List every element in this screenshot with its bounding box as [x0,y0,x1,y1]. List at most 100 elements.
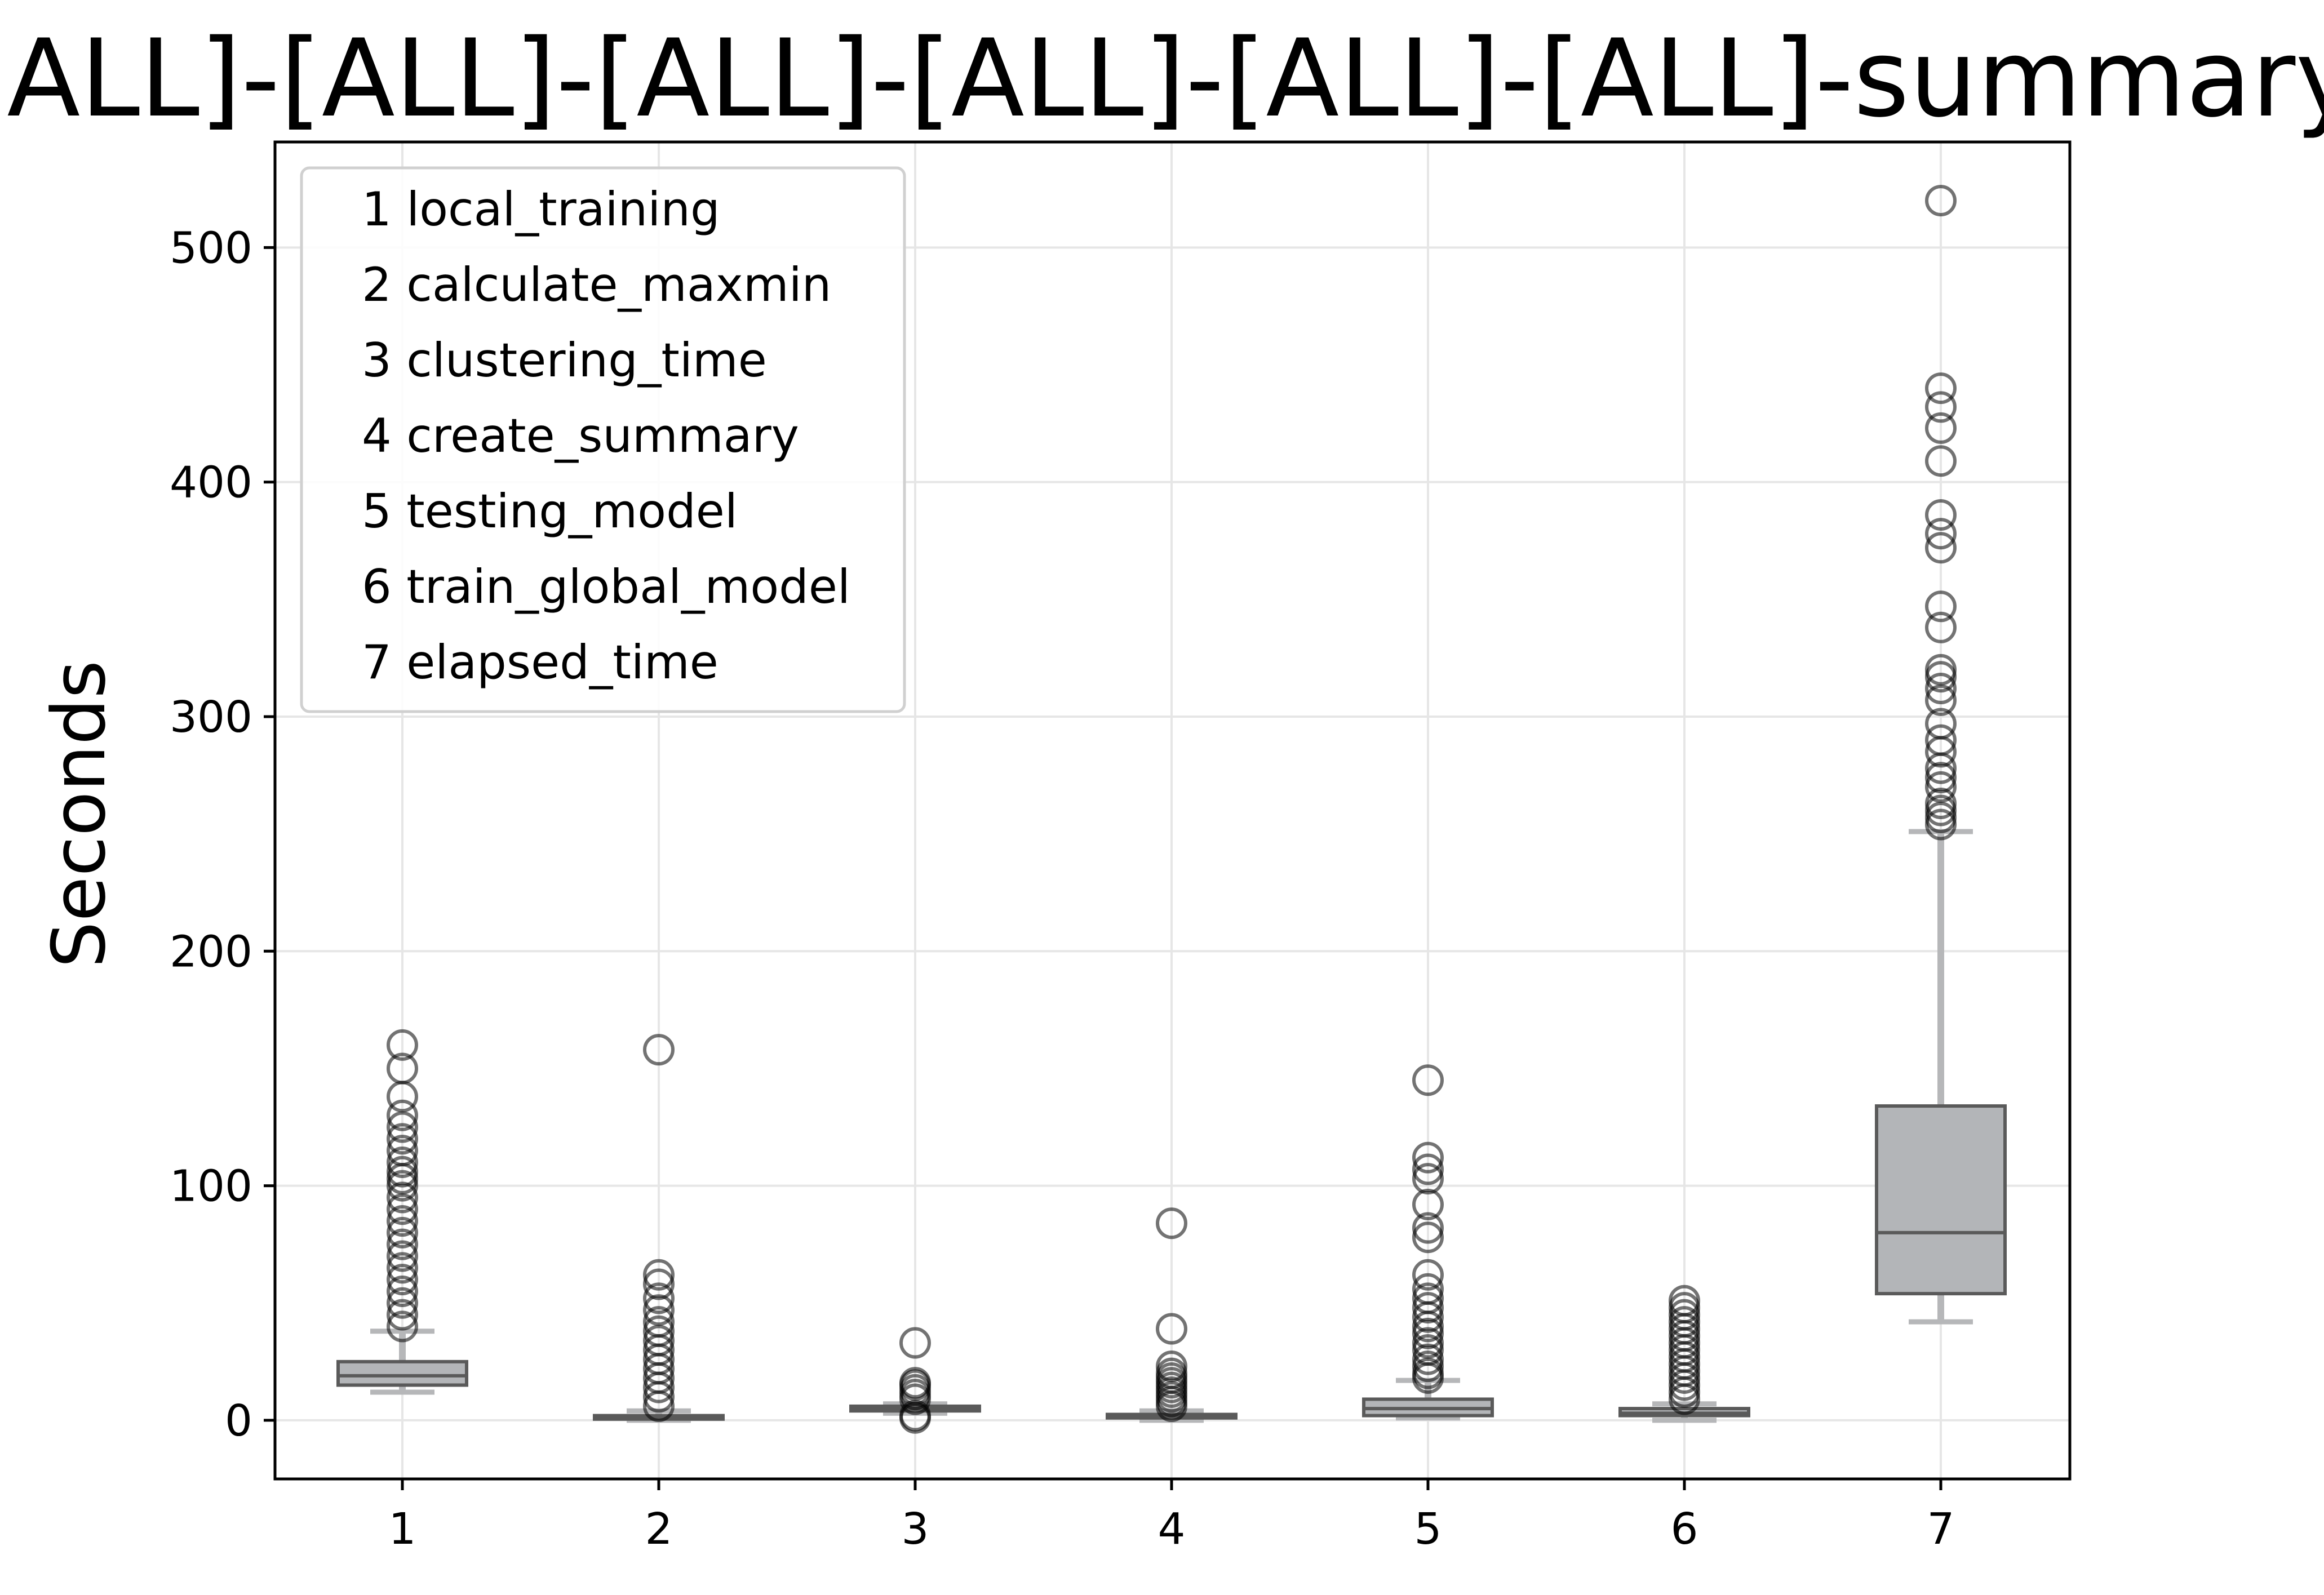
x-tick-label: 1 [389,1504,416,1554]
outlier-point [1925,590,1957,623]
outlier-point [1412,1064,1444,1096]
outlier-point [899,1327,931,1359]
outlier-point [1925,771,1957,803]
box-iqr [1875,1104,2007,1296]
outlier-point [387,1240,418,1272]
outlier-point [1412,1212,1444,1244]
y-tick-label: 0 [225,1396,252,1446]
x-tick-label: 2 [645,1504,673,1554]
x-tick-label: 3 [902,1504,929,1554]
outlier-point [387,1228,418,1260]
outlier-point [1925,532,1957,564]
outlier-point [643,1315,675,1347]
outlier-point [1925,611,1957,643]
outlier-point [1925,724,1957,756]
outlier-point [643,1268,675,1300]
y-axis-label: Seconds [36,660,122,968]
outlier-point [1156,1350,1187,1383]
outlier-point [387,1287,418,1319]
y-axis: 0 100 200 300 400 500 [170,223,275,1446]
legend-entry: 5 testing_model [362,484,738,539]
box-plots [336,185,2007,1434]
y-tick-label: 100 [170,1162,252,1212]
outlier-point [1925,788,1957,820]
outlier-point [899,1367,931,1399]
outlier-point [387,1156,418,1188]
outlier-point [387,1216,418,1249]
outlier-point [1925,684,1957,716]
outlier-point [899,1399,931,1432]
x-tick-label: 5 [1414,1504,1442,1554]
y-tick-label: 200 [170,927,252,977]
legend: 1 local_training 2 calculate_maxmin 3 clus… [300,166,906,713]
outlier-point [1412,1188,1444,1220]
legend-entry: 3 clustering_time [362,333,767,388]
outlier-point [1669,1285,1700,1317]
box-4 [1106,1207,1238,1423]
legend-entry: 7 elapsed_time [362,635,719,690]
outlier-point [1925,708,1957,740]
outlier-point [387,1052,418,1085]
outlier-point [387,1275,418,1307]
outlier-point [643,1325,675,1357]
y-tick-label: 400 [170,458,252,508]
box-2 [593,1034,725,1423]
outlier-point [1925,673,1957,705]
outlier-point [1412,1343,1444,1375]
outlier-point [387,1135,418,1167]
box-5 [1362,1064,1494,1421]
legend-entry: 6 train_global_model [362,559,850,614]
outlier-point [1156,1207,1187,1239]
outlier-point [387,1299,418,1331]
box-6 [1618,1285,1750,1423]
outlier-point [1925,445,1957,477]
outlier-point [387,1146,418,1178]
outlier-point [387,1181,418,1214]
outlier-point [643,1282,675,1314]
outlier-point [1412,1141,1444,1174]
outlier-point [643,1259,675,1291]
x-tick-label: 6 [1671,1504,1698,1554]
outlier-point [387,1205,418,1237]
outlier-point [1925,391,1957,423]
chart-title: [ALL]-[ALL]-[ALL]-[ALL]-[ALL]-[ALL]-summ… [0,16,2324,141]
box-7 [1875,185,2007,1325]
outlier-point [387,1123,418,1155]
legend-box [300,166,906,713]
box-1 [336,1029,468,1395]
outlier-point [1412,1153,1444,1185]
box-3 [849,1327,981,1434]
outlier-point [643,1034,675,1066]
box-iqr [336,1359,468,1387]
outlier-point [387,1099,418,1131]
outlier-point [387,1252,418,1284]
outlier-point [1925,518,1957,550]
outlier-point [387,1193,418,1225]
legend-entry: 4 create_summary [362,408,799,463]
outlier-point [1925,762,1957,794]
outlier-point [1925,372,1957,405]
x-tick-label: 7 [1927,1504,1955,1554]
outlier-point [387,1029,418,1061]
outlier-point [1412,1292,1444,1324]
outlier-point [1412,1282,1444,1314]
x-tick-label: 4 [1158,1504,1186,1554]
outlier-point [1925,412,1957,444]
outlier-point [1412,1327,1444,1359]
outlier-point [1925,185,1957,217]
legend-entry: 2 calculate_maxmin [362,257,831,312]
y-tick-label: 500 [170,223,252,273]
outlier-point [1925,499,1957,531]
outlier-point [1412,1273,1444,1305]
outlier-point [1412,1221,1444,1254]
outlier-point [387,1310,418,1343]
outlier-point [387,1264,418,1296]
outlier-point [1412,1163,1444,1195]
outlier-point [1412,1259,1444,1291]
y-tick-label: 300 [170,692,252,743]
outlier-point [1925,654,1957,686]
outlier-point [643,1306,675,1338]
outlier-point [643,1294,675,1326]
legend-entry: 1 local_training [362,182,720,237]
